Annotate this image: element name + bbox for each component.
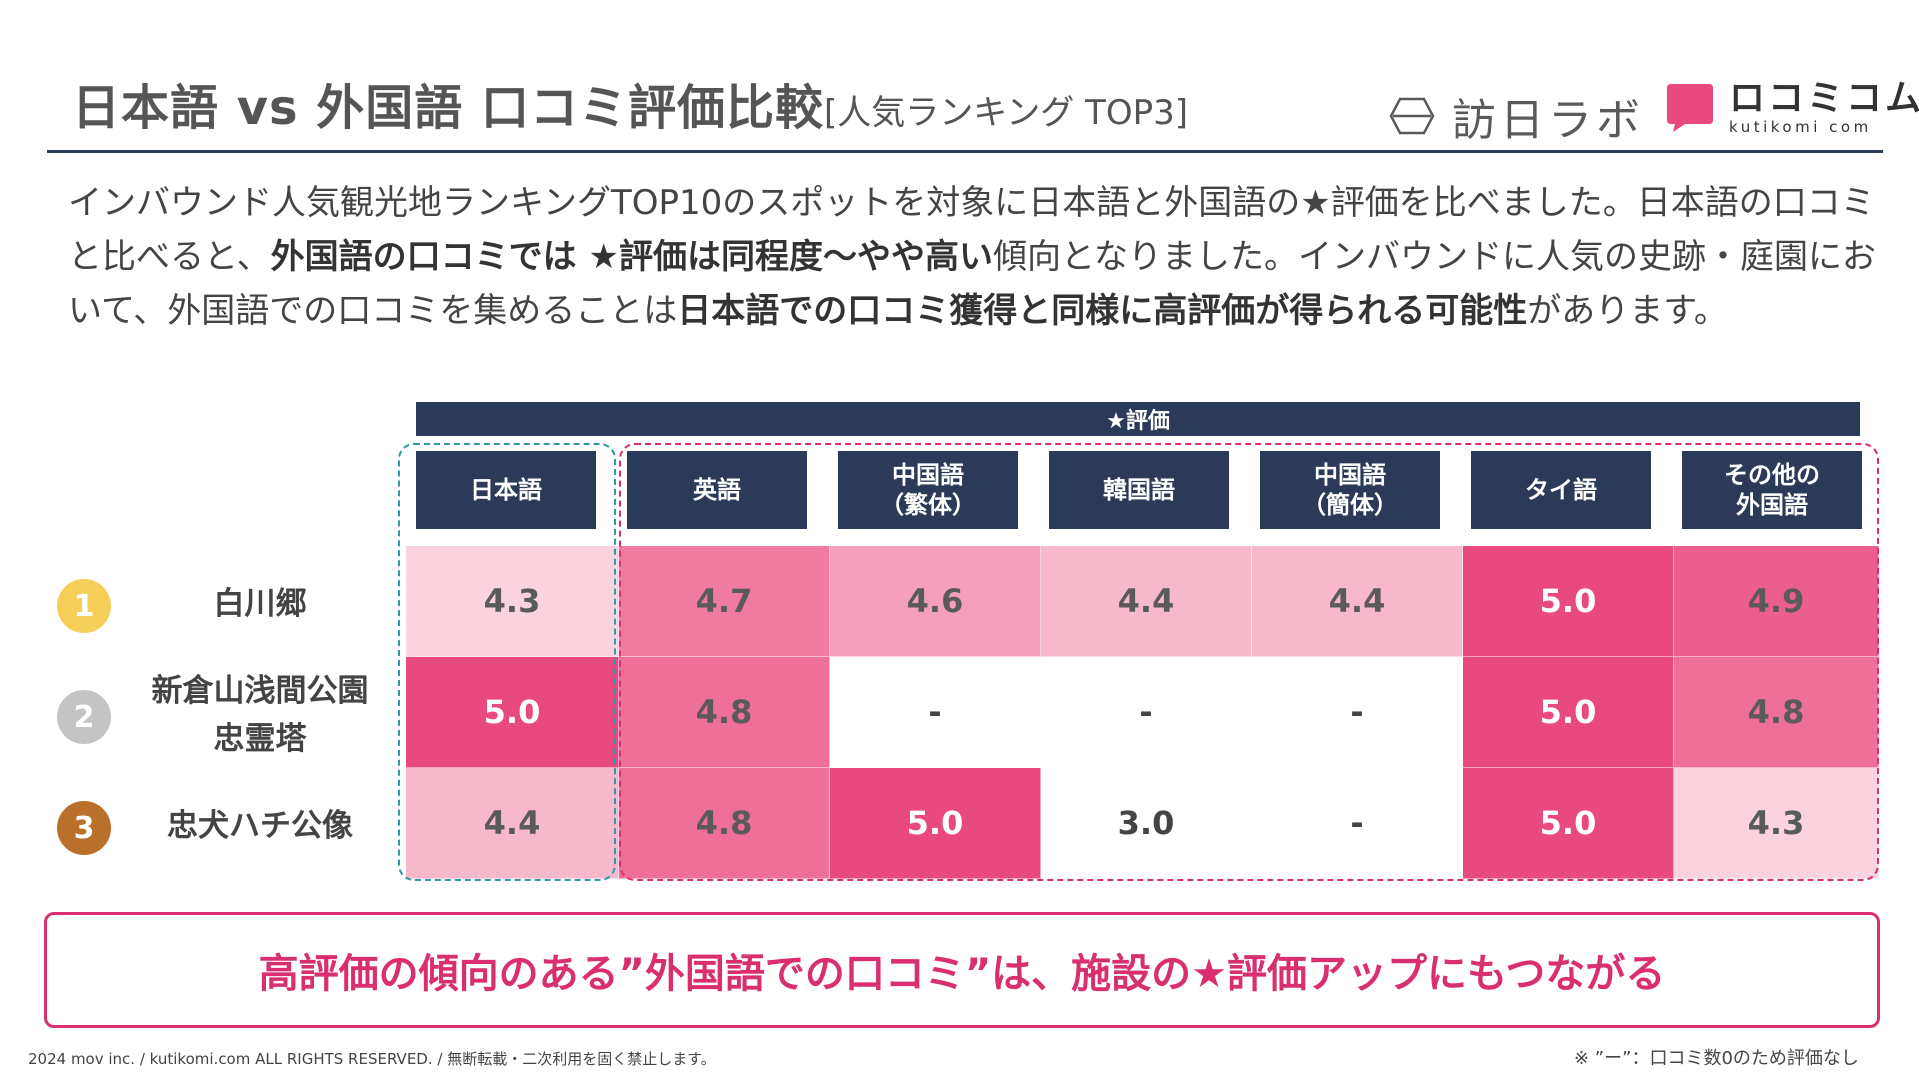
kutikomi-logo-subtext: kutikomi com bbox=[1729, 118, 1872, 136]
rank-badge-bronze: 3 bbox=[57, 801, 111, 855]
rating-cell: 4.3 bbox=[1674, 768, 1879, 879]
page-subtitle: [人気ランキング TOP3] bbox=[824, 93, 1188, 133]
rating-cell: 4.7 bbox=[619, 546, 830, 657]
description-emphasis-2: 日本語での口コミ獲得と同様に高評価が得られる可能性 bbox=[677, 291, 1528, 331]
spot-name: 忠犬ハチ公像 bbox=[167, 808, 353, 844]
description-text-2: 傾向となりました。インバウンドに人気の史跡・庭園において、外国語での口コミを集め… bbox=[68, 237, 1876, 331]
description-paragraph: インバウンド人気観光地ランキングTOP10のスポットを対象に日本語と外国語の★評… bbox=[68, 176, 1878, 338]
rating-cell: 4.4 bbox=[1252, 546, 1463, 657]
column-header-english: 英語 bbox=[627, 451, 807, 529]
spot-name: 新倉山浅間公園 忠霊塔 bbox=[151, 673, 369, 757]
rating-cell: 3.0 bbox=[1041, 768, 1252, 879]
column-header-chinese-traditional: 中国語 （繁体） bbox=[838, 451, 1018, 529]
rating-cell-empty: - bbox=[1041, 657, 1252, 768]
spot-name: 白川郷 bbox=[213, 586, 307, 622]
rank-badge-gold: 1 bbox=[57, 579, 111, 633]
rating-cell: 5.0 bbox=[406, 657, 619, 768]
hexagon-icon bbox=[1389, 97, 1435, 135]
rating-cell: 5.0 bbox=[1463, 768, 1674, 879]
houjin-lab-logo: 訪日ラボ bbox=[1388, 84, 1644, 148]
page-title-main: 日本語 vs 外国語 口コミ評価比較 bbox=[72, 80, 824, 136]
copyright-footer: 2024 mov inc. / kutikomi.com ALL RIGHTS … bbox=[28, 1050, 716, 1068]
column-header-korean: 韓国語 bbox=[1049, 451, 1229, 529]
description-text-1: インバウンド人気観光地ランキングTOP10のスポットを対象に日本語と外国語の★評… bbox=[68, 183, 1875, 277]
rating-cell: 4.8 bbox=[619, 768, 830, 879]
rating-cell: 5.0 bbox=[1463, 657, 1674, 768]
kutikomi-logo: ロコミコム kutikomi com bbox=[1665, 80, 1919, 136]
rating-cell-empty: - bbox=[830, 657, 1041, 768]
speech-bubble-icon bbox=[1667, 84, 1713, 132]
rating-cell: 5.0 bbox=[830, 768, 1041, 879]
rating-cell: 5.0 bbox=[1463, 546, 1674, 657]
rating-cell-empty: - bbox=[1252, 657, 1463, 768]
conclusion-callout: 高評価の傾向のある”外国語での口コミ”は、施設の★評価アップにもつながる bbox=[44, 912, 1880, 1028]
description-emphasis-1: 外国語の口コミでは ★評価は同程度〜やや高い bbox=[270, 237, 993, 277]
kutikomi-logo-text: ロコミコム bbox=[1729, 78, 1919, 119]
column-header-chinese-simplified: 中国語 （簡体） bbox=[1260, 451, 1440, 529]
column-header-thai: タイ語 bbox=[1471, 451, 1651, 529]
page-title: 日本語 vs 外国語 口コミ評価比較[人気ランキング TOP3] bbox=[72, 68, 1188, 138]
rating-group-header: ★評価 bbox=[416, 402, 1860, 436]
houjin-lab-logo-text: 訪日ラボ bbox=[1452, 95, 1644, 146]
rating-cell: 4.9 bbox=[1674, 546, 1879, 657]
rating-cell: 4.8 bbox=[1674, 657, 1879, 768]
column-header-japanese: 日本語 bbox=[416, 451, 596, 529]
rating-cell: 4.3 bbox=[406, 546, 619, 657]
conclusion-text: 高評価の傾向のある”外国語での口コミ”は、施設の★評価アップにもつながる bbox=[258, 951, 1666, 997]
description-text-3: があります。 bbox=[1527, 291, 1728, 331]
rank-badge-silver: 2 bbox=[57, 690, 111, 744]
title-divider bbox=[47, 150, 1883, 153]
rating-cell: 4.6 bbox=[830, 546, 1041, 657]
rating-cell-empty: - bbox=[1252, 768, 1463, 879]
column-header-other-languages: その他の 外国語 bbox=[1682, 451, 1862, 529]
rating-cell: 4.4 bbox=[406, 768, 619, 879]
footnote: ※ ”ー”：口コミ数0のため評価なし bbox=[1574, 1048, 1859, 1069]
rating-cell: 4.8 bbox=[619, 657, 830, 768]
rating-cell: 4.4 bbox=[1041, 546, 1252, 657]
